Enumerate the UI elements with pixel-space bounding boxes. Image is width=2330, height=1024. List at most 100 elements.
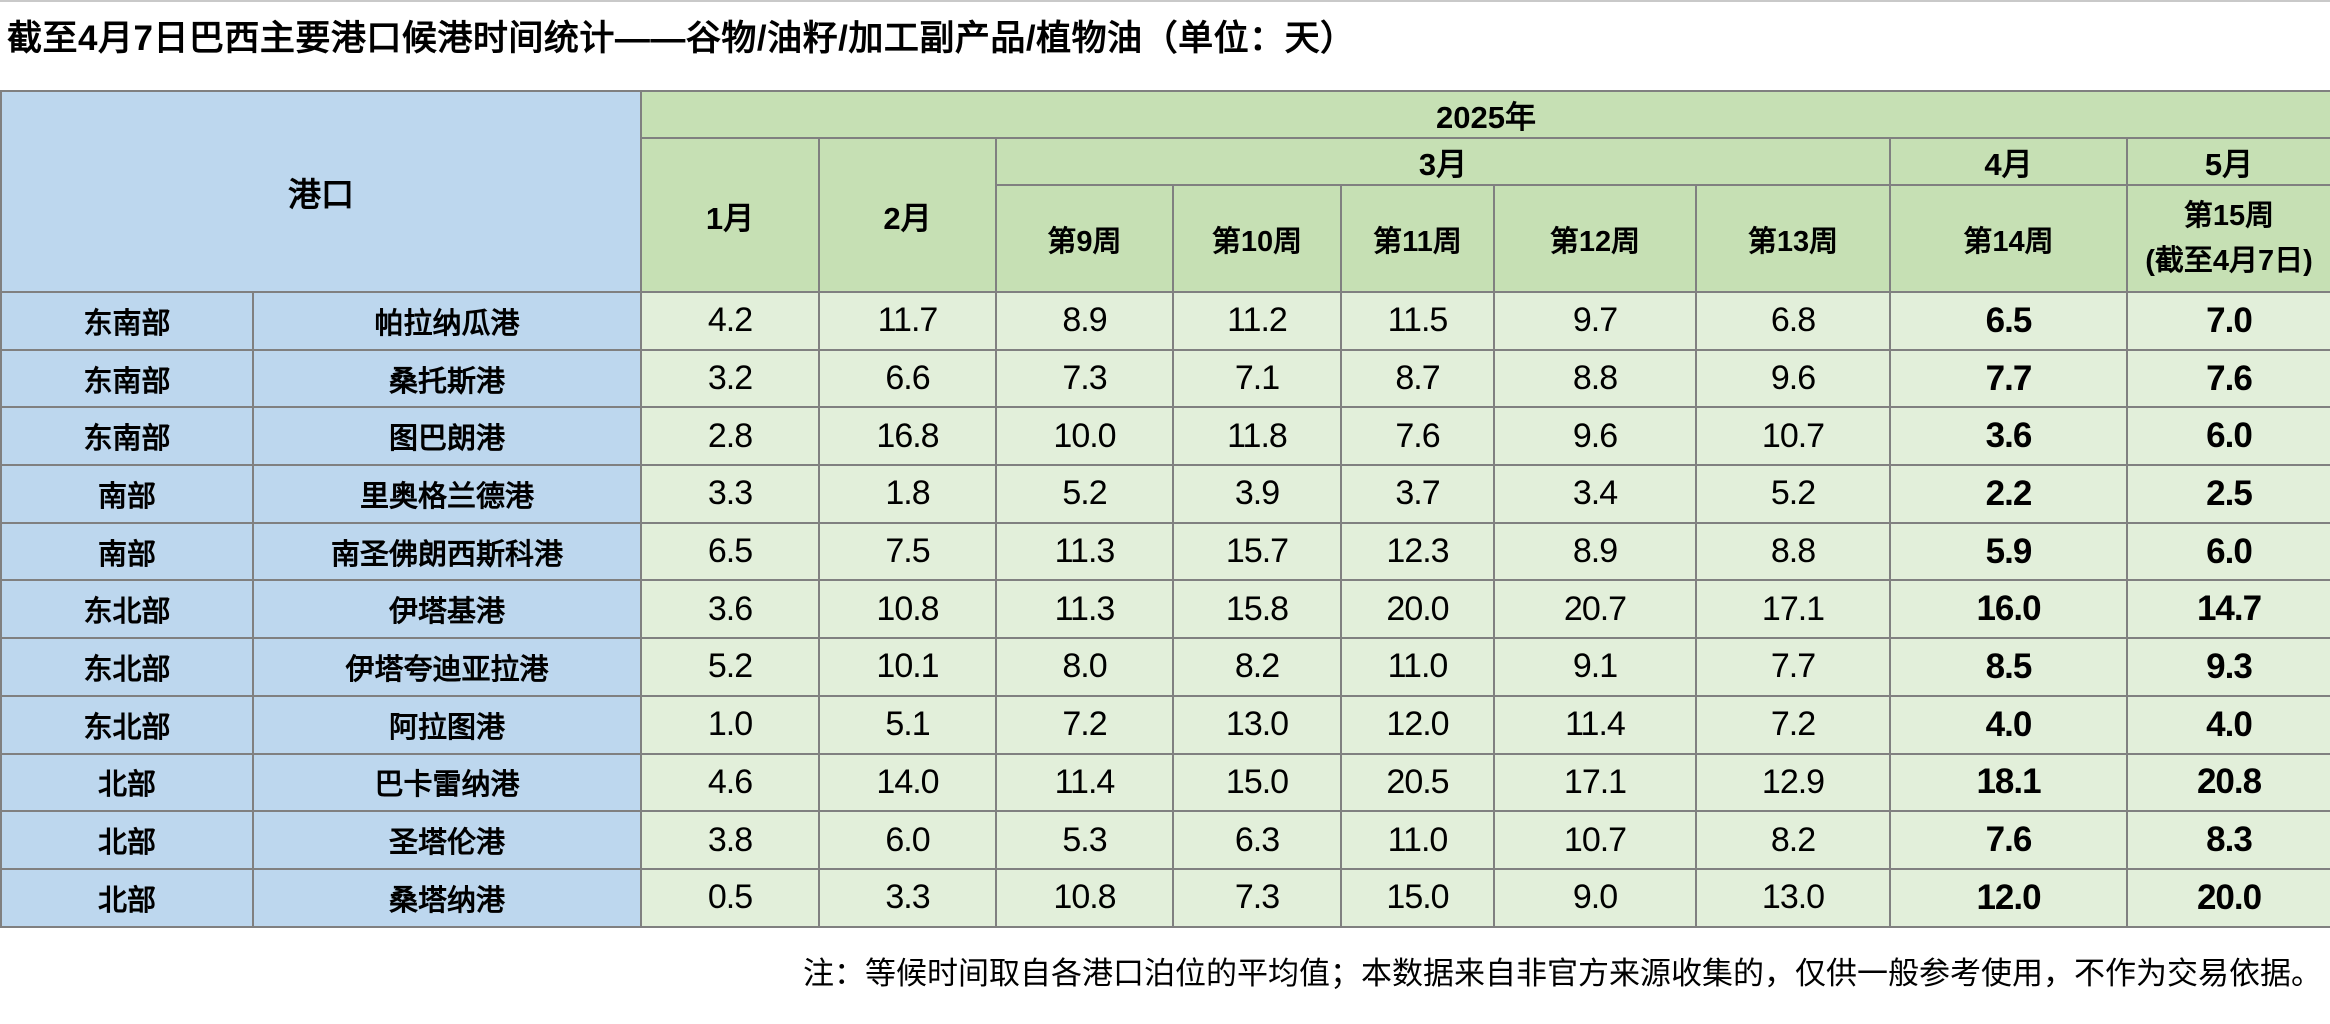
corner-header-port: 港口 — [0, 90, 642, 293]
value-cell: 11.0 — [1340, 637, 1495, 697]
value-cell: 12.0 — [1340, 694, 1495, 755]
value-cell: 2.8 — [640, 406, 820, 467]
value-cell: 3.4 — [1493, 464, 1697, 524]
value-cell: 5.2 — [640, 637, 820, 697]
value-cell: 17.1 — [1695, 579, 1891, 640]
value-cell: 15.0 — [1340, 867, 1495, 928]
value-cell: 17.1 — [1493, 752, 1697, 813]
value-cell: 7.6 — [1340, 406, 1495, 467]
table-row-tubarao: 东南部 图巴朗港 2.8 16.8 10.0 11.8 7.6 9.6 10.7… — [0, 406, 2330, 467]
value-cell: 7.3 — [995, 348, 1174, 409]
value-cell: 15.8 — [1172, 579, 1342, 640]
value-cell: 7.6 — [2125, 348, 2330, 409]
value-cell: 7.2 — [995, 694, 1174, 755]
value-cell: 9.6 — [1493, 406, 1697, 467]
week-header-10: 第10周 — [1172, 184, 1342, 293]
value-cell: 18.1 — [1889, 752, 2128, 813]
value-cell: 11.5 — [1340, 291, 1495, 351]
value-cell: 0.5 — [640, 867, 820, 928]
value-cell: 3.3 — [640, 464, 820, 524]
value-cell: 11.8 — [1172, 406, 1342, 467]
region-cell: 北部 — [0, 867, 254, 928]
port-cell: 图巴朗港 — [252, 406, 642, 467]
value-cell: 7.6 — [1889, 810, 2128, 870]
value-cell: 7.0 — [2125, 291, 2330, 351]
value-cell: 7.5 — [818, 521, 997, 582]
value-cell: 3.8 — [640, 810, 820, 870]
value-cell: 5.3 — [995, 810, 1174, 870]
table-row-aratu: 东北部 阿拉图港 1.0 5.1 7.2 13.0 12.0 11.4 7.2 … — [0, 694, 2330, 755]
region-cell: 东南部 — [0, 348, 254, 409]
value-cell: 9.3 — [2125, 637, 2330, 697]
value-cell: 7.2 — [1695, 694, 1891, 755]
value-cell: 8.9 — [995, 291, 1174, 351]
value-cell: 3.6 — [1889, 406, 2128, 467]
week-header-12: 第12周 — [1493, 184, 1697, 293]
value-cell: 2.2 — [1889, 464, 2128, 524]
table-row-santos: 东南部 桑托斯港 3.2 6.6 7.3 7.1 8.7 8.8 9.6 7.7… — [0, 348, 2330, 409]
value-cell: 6.0 — [818, 810, 997, 870]
value-cell: 10.8 — [818, 579, 997, 640]
table-row-santana: 北部 桑塔纳港 0.5 3.3 10.8 7.3 15.0 9.0 13.0 1… — [0, 867, 2330, 928]
region-cell: 北部 — [0, 752, 254, 813]
top-edge-line — [0, 0, 2330, 2]
table-row-paranagua: 东南部 帕拉纳瓜港 4.2 11.7 8.9 11.2 11.5 9.7 6.8… — [0, 291, 2330, 351]
port-cell: 圣塔伦港 — [252, 810, 642, 870]
value-cell: 15.0 — [1172, 752, 1342, 813]
region-cell: 东南部 — [0, 406, 254, 467]
value-cell: 13.0 — [1172, 694, 1342, 755]
value-cell: 3.2 — [640, 348, 820, 409]
value-cell: 20.0 — [1340, 579, 1495, 640]
value-cell: 5.1 — [818, 694, 997, 755]
value-cell: 12.0 — [1889, 867, 2128, 928]
value-cell: 16.0 — [1889, 579, 2128, 640]
value-cell: 8.5 — [1889, 637, 2128, 697]
port-cell: 里奥格兰德港 — [252, 464, 642, 524]
value-cell: 12.3 — [1340, 521, 1495, 582]
value-cell: 3.9 — [1172, 464, 1342, 524]
value-cell: 11.3 — [995, 579, 1174, 640]
week-header-11: 第11周 — [1340, 184, 1495, 293]
port-cell: 阿拉图港 — [252, 694, 642, 755]
value-cell: 20.8 — [2125, 752, 2330, 813]
value-cell: 11.7 — [818, 291, 997, 351]
value-cell: 14.0 — [818, 752, 997, 813]
value-cell: 13.0 — [1695, 867, 1891, 928]
month-header-jan: 1月 — [640, 137, 820, 293]
table-row-rio-grande: 南部 里奥格兰德港 3.3 1.8 5.2 3.9 3.7 3.4 5.2 2.… — [0, 464, 2330, 524]
value-cell: 7.7 — [1889, 348, 2128, 409]
port-cell: 桑塔纳港 — [252, 867, 642, 928]
value-cell: 4.0 — [2125, 694, 2330, 755]
week-header-9: 第9周 — [995, 184, 1174, 293]
table-row-sao-francisco-do-sul: 南部 南圣佛朗西斯科港 6.5 7.5 11.3 15.7 12.3 8.9 8… — [0, 521, 2330, 582]
value-cell: 6.8 — [1695, 291, 1891, 351]
month-header-apr: 4月 — [1889, 137, 2128, 186]
port-cell: 巴卡雷纳港 — [252, 752, 642, 813]
table-row-santarem: 北部 圣塔伦港 3.8 6.0 5.3 6.3 11.0 10.7 8.2 7.… — [0, 810, 2330, 870]
port-cell: 南圣佛朗西斯科港 — [252, 521, 642, 582]
value-cell: 1.0 — [640, 694, 820, 755]
port-waiting-time-table: 港口 2025年 1月 2月 3月 4月 5月 第9周 第10周 第11周 第1… — [0, 90, 2330, 928]
week-header-14: 第14周 — [1889, 184, 2128, 293]
value-cell: 12.9 — [1695, 752, 1891, 813]
value-cell: 14.7 — [2125, 579, 2330, 640]
table-row-itaqui: 东北部 伊塔基港 3.6 10.8 11.3 15.8 20.0 20.7 17… — [0, 579, 2330, 640]
value-cell: 6.0 — [2125, 406, 2330, 467]
region-cell: 北部 — [0, 810, 254, 870]
value-cell: 5.2 — [1695, 464, 1891, 524]
value-cell: 10.8 — [995, 867, 1174, 928]
value-cell: 20.5 — [1340, 752, 1495, 813]
value-cell: 9.7 — [1493, 291, 1697, 351]
month-header-feb: 2月 — [818, 137, 997, 293]
port-cell: 帕拉纳瓜港 — [252, 291, 642, 351]
value-cell: 8.0 — [995, 637, 1174, 697]
year-header: 2025年 — [639, 90, 2330, 139]
value-cell: 7.1 — [1172, 348, 1342, 409]
value-cell: 5.2 — [995, 464, 1174, 524]
value-cell: 11.4 — [995, 752, 1174, 813]
page-title: 截至4月7日巴西主要港口候港时间统计——谷物/油籽/加工副产品/植物油（单位：天… — [7, 19, 1356, 58]
month-header-may: 5月 — [2125, 137, 2330, 186]
week-header-13: 第13周 — [1695, 184, 1891, 293]
value-cell: 11.2 — [1172, 291, 1342, 351]
